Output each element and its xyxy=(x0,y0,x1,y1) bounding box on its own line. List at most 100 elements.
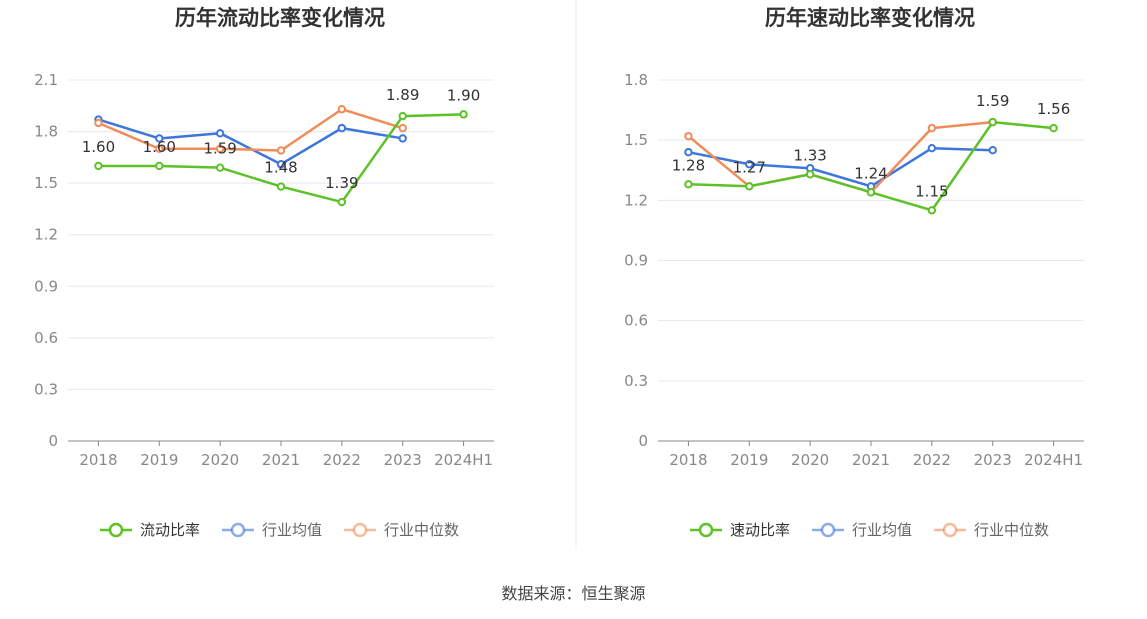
y-tick-label: 0.9 xyxy=(34,277,58,295)
legend-item-0: 速动比率 xyxy=(690,521,790,539)
legend-item-1: 行业均值 xyxy=(812,521,912,539)
series-point-0 xyxy=(927,206,937,215)
y-tick-label: 0 xyxy=(48,432,58,450)
series-point-1 xyxy=(927,143,937,153)
data-label: 1.27 xyxy=(733,158,766,176)
series-point-1 xyxy=(276,160,286,169)
legend-label: 流动比率 xyxy=(140,521,200,539)
data-label: 1.60 xyxy=(143,138,176,156)
series-point-2 xyxy=(276,146,286,155)
y-tick-label: 1.2 xyxy=(624,191,648,209)
legend-label: 行业中位数 xyxy=(974,521,1049,539)
legend-marker xyxy=(230,522,246,538)
series-point-2 xyxy=(94,118,103,128)
data-label: 1.56 xyxy=(1037,100,1070,118)
legend-item-2: 行业中位数 xyxy=(344,521,459,539)
series-point-1 xyxy=(155,134,164,143)
legend-marker xyxy=(108,522,124,538)
series-point-0 xyxy=(805,170,815,179)
data-label: 1.60 xyxy=(82,138,115,156)
x-tick-label: 2019 xyxy=(730,451,768,469)
legend-label: 行业均值 xyxy=(852,521,912,539)
legend-item-2: 行业中位数 xyxy=(934,521,1049,539)
y-tick-label: 1.8 xyxy=(624,71,648,89)
data-source-note: 数据来源：恒生聚源 xyxy=(501,584,646,603)
x-tick-label: 2022 xyxy=(913,451,951,469)
series-point-0 xyxy=(215,163,225,172)
x-tick-label: 2018 xyxy=(79,451,117,469)
legend-item-1: 行业均值 xyxy=(222,521,322,539)
series-point-1 xyxy=(337,123,347,133)
series-point-2 xyxy=(215,144,225,153)
series-point-0 xyxy=(398,111,407,121)
series-line-1 xyxy=(688,146,993,188)
series-point-0 xyxy=(459,110,468,119)
x-tick-label: 2024H1 xyxy=(434,451,493,469)
y-tick-label: 0.6 xyxy=(34,329,58,347)
x-tick-label: 2024H1 xyxy=(1024,451,1083,469)
x-tick-label: 2020 xyxy=(201,451,239,469)
series-point-0 xyxy=(94,161,103,171)
chart-title: 历年速动比率变化情况 xyxy=(765,6,975,30)
y-tick-label: 0.6 xyxy=(624,312,648,330)
data-label: 1.90 xyxy=(447,86,480,104)
series-point-1 xyxy=(684,148,693,157)
y-tick-label: 0.3 xyxy=(624,372,648,390)
series-point-0 xyxy=(337,197,347,207)
current-ratio-chart: 历年流动比率变化情况 0 0.3 0.6 0.9 1.2 1.5 1.8 2.1 2018 2019… xyxy=(34,6,494,539)
legend-label: 行业均值 xyxy=(262,521,322,539)
legend-marker xyxy=(820,522,836,538)
series-point-2 xyxy=(398,123,407,133)
legend-marker xyxy=(698,522,714,538)
x-tick-label: 2021 xyxy=(852,451,890,469)
y-tick-label: 1.5 xyxy=(624,131,648,149)
data-label: 1.33 xyxy=(793,146,826,164)
data-label: 1.15 xyxy=(915,182,948,200)
y-tick-label: 0 xyxy=(638,432,648,450)
x-tick-label: 2021 xyxy=(262,451,300,469)
series-point-2 xyxy=(155,144,164,153)
series-line-2 xyxy=(97,107,404,152)
series-point-1 xyxy=(398,134,407,143)
data-label: 1.24 xyxy=(854,164,887,182)
series-point-0 xyxy=(684,180,693,189)
series-point-1 xyxy=(745,160,754,169)
series-point-0 xyxy=(866,188,876,197)
y-tick-label: 2.1 xyxy=(34,71,58,89)
series-point-1 xyxy=(988,145,997,155)
series-point-0 xyxy=(155,161,164,171)
x-tick-label: 2023 xyxy=(974,451,1012,469)
series-point-0 xyxy=(745,182,754,191)
data-label: 1.89 xyxy=(386,86,419,104)
legend-marker xyxy=(942,522,958,538)
y-tick-label: 0.3 xyxy=(34,380,58,398)
data-label: 1.59 xyxy=(203,140,236,158)
legend-label: 行业中位数 xyxy=(384,521,459,539)
series-point-2 xyxy=(927,123,937,133)
series-point-0 xyxy=(276,182,286,191)
x-tick-label: 2020 xyxy=(791,451,829,469)
data-label: 1.39 xyxy=(325,174,358,192)
data-label: 1.28 xyxy=(672,156,705,174)
data-label: 1.48 xyxy=(264,159,297,177)
series-point-2 xyxy=(684,131,693,141)
x-tick-label: 2019 xyxy=(140,451,178,469)
quick-ratio-chart: 历年速动比率变化情况 0 0.3 0.6 0.9 1.2 1.5 1.8 2018 2019 202… xyxy=(624,6,1084,539)
series-point-1 xyxy=(215,129,225,138)
legend-marker xyxy=(352,522,368,538)
y-tick-label: 0.9 xyxy=(624,252,648,270)
series-point-2 xyxy=(337,105,347,114)
data-label: 1.59 xyxy=(976,92,1009,110)
legend-label: 速动比率 xyxy=(730,521,790,539)
y-tick-label: 1.8 xyxy=(34,123,58,141)
x-tick-label: 2018 xyxy=(669,451,707,469)
chart-title: 历年流动比率变化情况 xyxy=(175,6,385,30)
y-tick-label: 1.5 xyxy=(34,174,58,192)
legend-item-0: 流动比率 xyxy=(100,521,200,539)
y-tick-label: 1.2 xyxy=(34,226,58,244)
x-tick-label: 2022 xyxy=(323,451,361,469)
series-point-0 xyxy=(988,117,997,127)
series-point-0 xyxy=(1049,123,1058,133)
x-tick-label: 2023 xyxy=(384,451,422,469)
